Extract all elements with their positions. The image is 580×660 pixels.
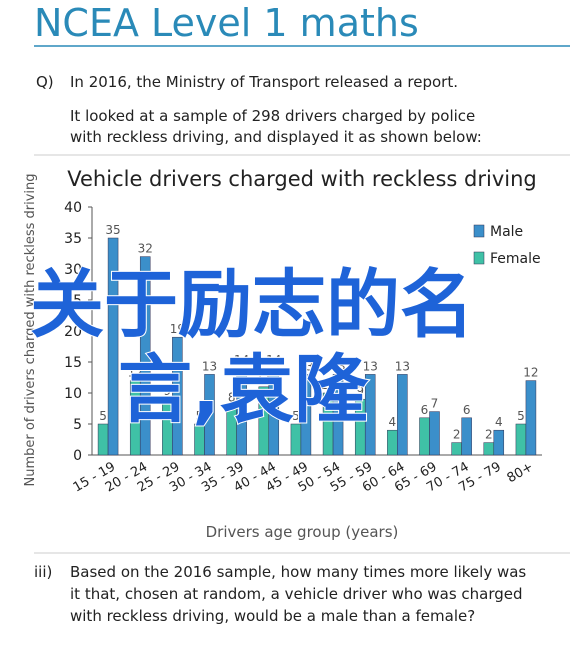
value-label: 4 <box>495 415 503 429</box>
value-label: 6 <box>463 403 471 417</box>
y-tick-label: 35 <box>64 231 82 247</box>
value-label: 7 <box>431 397 439 411</box>
y-tick-label: 5 <box>73 417 82 433</box>
bar <box>268 367 280 456</box>
value-label: 5 <box>517 409 525 423</box>
x-tick-label: 80+ <box>505 459 536 486</box>
legend-label: Female <box>490 251 541 267</box>
y-tick-label: 40 <box>64 200 82 216</box>
value-label: 4 <box>389 415 397 429</box>
bar <box>364 374 376 456</box>
question-text: In 2016, the Ministry of Transport relea… <box>70 73 458 91</box>
bar <box>332 374 344 456</box>
legend-swatch <box>473 224 485 238</box>
y-tick-label: 30 <box>64 262 82 278</box>
value-label: 14 <box>234 353 249 367</box>
value-label: 2 <box>485 428 493 442</box>
value-label: 8 <box>228 390 236 404</box>
header-title: NCEA Level 1 maths <box>34 1 419 45</box>
bar <box>236 367 247 456</box>
bar <box>451 442 462 456</box>
part-text: Based on the 2016 sample, how many times… <box>70 563 526 581</box>
value-label: 2 <box>453 428 461 442</box>
value-label: 35 <box>105 223 120 237</box>
legend-swatch <box>473 251 485 265</box>
part-text: it that, chosen at random, a vehicle dri… <box>70 585 523 603</box>
question-text: It looked at a sample of 298 drivers cha… <box>70 107 475 125</box>
bar <box>419 417 430 456</box>
value-label: 10 <box>320 378 335 392</box>
bar <box>461 417 472 456</box>
question-label: Q) <box>36 73 54 91</box>
bar <box>300 374 312 456</box>
chart-title: Vehicle drivers charged with reckless dr… <box>67 167 536 191</box>
value-label: 19 <box>170 322 185 336</box>
value-label: 13 <box>395 359 410 373</box>
bar <box>172 336 183 456</box>
legend-label: Male <box>490 224 523 240</box>
overlay-text: 言,袁隆 <box>118 347 369 433</box>
part-text: with reckless driving, would be a male t… <box>70 607 475 625</box>
question-text: with reckless driving, and displayed it … <box>70 128 482 146</box>
y-tick-label: 15 <box>64 355 82 371</box>
value-label: 5 <box>196 409 204 423</box>
bar <box>515 423 527 456</box>
bar <box>493 429 505 456</box>
value-label: 12 <box>523 366 538 380</box>
bar <box>525 380 537 456</box>
value-label: 5 <box>99 409 107 423</box>
part-label: iii) <box>34 563 52 581</box>
bar <box>107 237 119 456</box>
y-axis-label: Number of drivers charged with reckless … <box>23 173 38 486</box>
bar <box>97 423 109 456</box>
value-label: 5 <box>292 409 300 423</box>
value-label: 6 <box>421 403 429 417</box>
bar <box>429 411 440 456</box>
value-label: 9 <box>164 384 172 398</box>
value-label: 13 <box>298 359 313 373</box>
value-label: 14 <box>266 353 281 367</box>
bar <box>139 256 151 456</box>
y-tick-label: 0 <box>73 448 82 464</box>
value-label: 13 <box>202 359 217 373</box>
y-tick-label: 10 <box>64 386 82 402</box>
value-label: 13 <box>363 359 378 373</box>
x-axis-label: Drivers age group (years) <box>206 523 399 541</box>
y-tick-label: 25 <box>64 293 82 309</box>
value-label: 11 <box>256 372 271 386</box>
value-label: 32 <box>138 242 153 256</box>
overlay-text: 关于励志的名 <box>30 262 474 348</box>
value-label: 13 <box>330 359 345 373</box>
y-tick-label: 20 <box>64 324 82 340</box>
bar <box>397 374 408 456</box>
value-label: 9 <box>356 384 364 398</box>
bar <box>204 374 215 456</box>
bar <box>483 442 495 456</box>
bar <box>387 429 398 456</box>
value-label: 12 <box>128 366 143 380</box>
